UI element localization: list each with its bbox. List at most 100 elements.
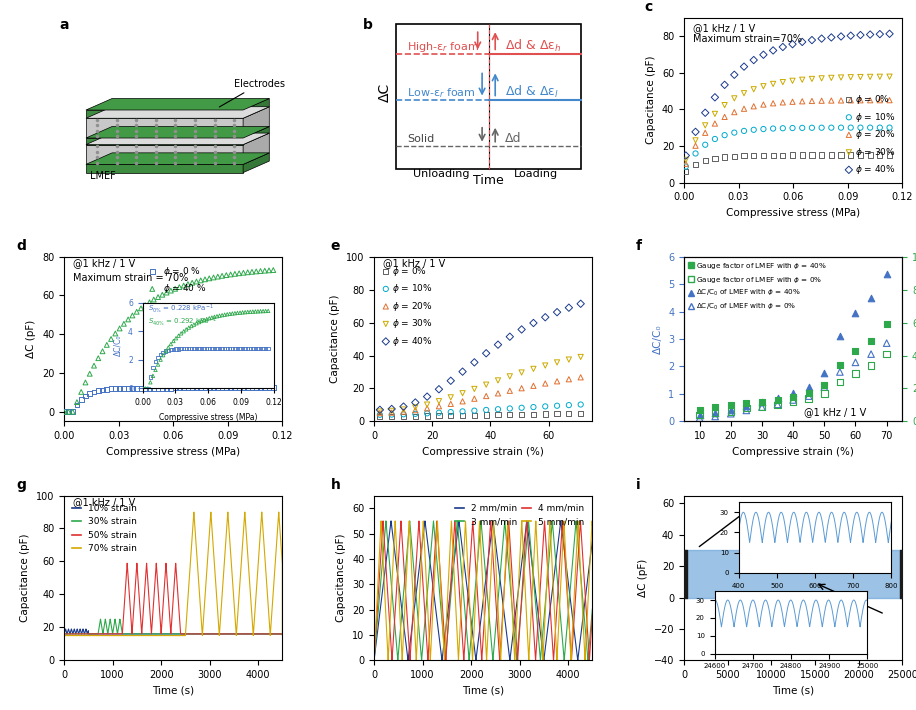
Y-axis label: Capacitance (pF): Capacitance (pF) — [20, 534, 30, 622]
$\phi$ = 40 % — [262, 265, 277, 276]
$\phi$ = 10% — [573, 399, 588, 410]
Polygon shape — [243, 99, 269, 119]
$\phi$ = 0% — [491, 409, 506, 420]
Point — [879, 269, 894, 280]
$\phi$ = 40 % — [240, 266, 255, 278]
Legend: 10% strain, 30% strain, 50% strain, 70% strain: 10% strain, 30% strain, 50% strain, 70% … — [69, 500, 141, 557]
Polygon shape — [86, 106, 269, 119]
Point — [864, 292, 878, 303]
$\phi$ = 20% — [795, 96, 810, 107]
$\phi$ = 0% — [420, 410, 434, 422]
$\phi$ = 30% — [814, 72, 829, 84]
$\phi$ = 40% — [776, 41, 791, 53]
$\phi$ = 40 % — [224, 269, 238, 280]
$\phi$ = 10% — [420, 408, 434, 419]
Polygon shape — [86, 145, 243, 165]
$\phi$ = 40% — [882, 28, 897, 40]
Point — [692, 410, 707, 421]
$\phi$ = 20% — [373, 408, 387, 419]
$\phi$ = 10% — [756, 124, 770, 135]
$\phi$ = 20% — [385, 407, 399, 418]
$\phi$ = 0 % — [232, 382, 246, 393]
$\phi$ = 0 % — [138, 383, 153, 394]
$\phi$ = 0 % — [113, 383, 127, 394]
$\phi$ = 40 % — [91, 352, 105, 364]
$\phi$ = 40% — [373, 404, 387, 415]
$\phi$ = 10% — [385, 409, 399, 420]
$\phi$ = 20% — [397, 406, 411, 417]
$\phi$ = 40% — [573, 298, 588, 310]
$\phi$ = 0% — [804, 149, 819, 160]
Point — [802, 391, 816, 402]
$\phi$ = 10% — [707, 133, 722, 145]
$\phi$ = 40 % — [134, 302, 148, 314]
Point — [786, 396, 801, 408]
$\phi$ = 40 % — [202, 273, 216, 284]
$\phi$ = 40 % — [65, 406, 80, 417]
$\phi$ = 0% — [467, 410, 482, 421]
$\phi$ = 20% — [707, 118, 722, 129]
$\phi$ = 40 % — [121, 314, 136, 325]
$\phi$ = 20% — [785, 96, 800, 107]
Legend: 2 mm/min, 3 mm/min, 4 mm/min, 5 mm/min: 2 mm/min, 3 mm/min, 4 mm/min, 5 mm/min — [451, 500, 588, 530]
$\phi$ = 0 % — [249, 382, 264, 393]
$\phi$ = 40 % — [176, 280, 191, 291]
$\phi$ = 30% — [443, 392, 458, 403]
$\phi$ = 20% — [747, 101, 761, 112]
Point — [739, 398, 754, 409]
Text: LMEF: LMEF — [91, 171, 116, 181]
X-axis label: Compressive stress (MPa): Compressive stress (MPa) — [106, 447, 240, 457]
$\phi$ = 20% — [573, 371, 588, 383]
$\phi$ = 0 % — [227, 382, 242, 393]
$\phi$ = 20% — [824, 95, 839, 106]
$\phi$ = 0 % — [87, 386, 102, 398]
$\phi$ = 40 % — [57, 406, 71, 417]
$\phi$ = 20% — [431, 400, 446, 412]
$\phi$ = 0 % — [236, 382, 251, 393]
Point — [692, 413, 707, 424]
$\phi$ = 30% — [538, 360, 552, 371]
$\phi$ = 10% — [785, 122, 800, 133]
$\phi$ = 30% — [562, 354, 576, 365]
$\phi$ = 40% — [834, 31, 848, 42]
$\phi$ = 0 % — [151, 383, 166, 394]
$\phi$ = 40 % — [155, 289, 169, 300]
$\phi$ = 10% — [804, 122, 819, 133]
$\phi$ = 30% — [736, 87, 751, 99]
$\phi$ = 40 % — [125, 310, 140, 321]
$\phi$ = 40 % — [180, 278, 195, 290]
Y-axis label: ΔC (pF): ΔC (pF) — [27, 320, 37, 358]
$\phi$ = 20% — [479, 391, 494, 402]
Polygon shape — [86, 99, 269, 110]
$\phi$ = 0% — [776, 149, 791, 160]
$\phi$ = 40 % — [113, 323, 127, 334]
$\phi$ = 40% — [679, 150, 693, 161]
$\phi$ = 40% — [538, 312, 552, 323]
Text: @1 kHz / 1 V: @1 kHz / 1 V — [383, 258, 445, 268]
$\phi$ = 0 % — [104, 383, 118, 394]
$\phi$ = 30% — [882, 71, 897, 82]
$\phi$ = 40% — [707, 92, 722, 103]
$\phi$ = 40% — [514, 324, 529, 335]
$\phi$ = 30% — [479, 379, 494, 391]
$\phi$ = 0 % — [198, 382, 213, 393]
$\phi$ = 10% — [562, 400, 576, 411]
X-axis label: Compressive strain (%): Compressive strain (%) — [732, 447, 854, 457]
Point — [786, 394, 801, 405]
$\phi$ = 30% — [514, 367, 529, 378]
Bar — [396, 24, 582, 169]
$\phi$ = 20% — [455, 395, 470, 407]
$\phi$ = 0 % — [70, 399, 84, 410]
$\phi$ = 10% — [776, 123, 791, 134]
Polygon shape — [243, 153, 269, 173]
$\phi$ = 0 % — [74, 394, 89, 405]
$\phi$ = 0% — [431, 410, 446, 422]
$\phi$ = 40 % — [164, 285, 179, 296]
$\phi$ = 40 % — [138, 300, 153, 311]
Text: e: e — [331, 239, 340, 253]
Text: Δd: Δd — [505, 132, 521, 145]
$\phi$ = 10% — [873, 122, 888, 133]
$\phi$ = 30% — [844, 72, 858, 83]
Polygon shape — [243, 133, 269, 165]
$\phi$ = 30% — [420, 399, 434, 410]
